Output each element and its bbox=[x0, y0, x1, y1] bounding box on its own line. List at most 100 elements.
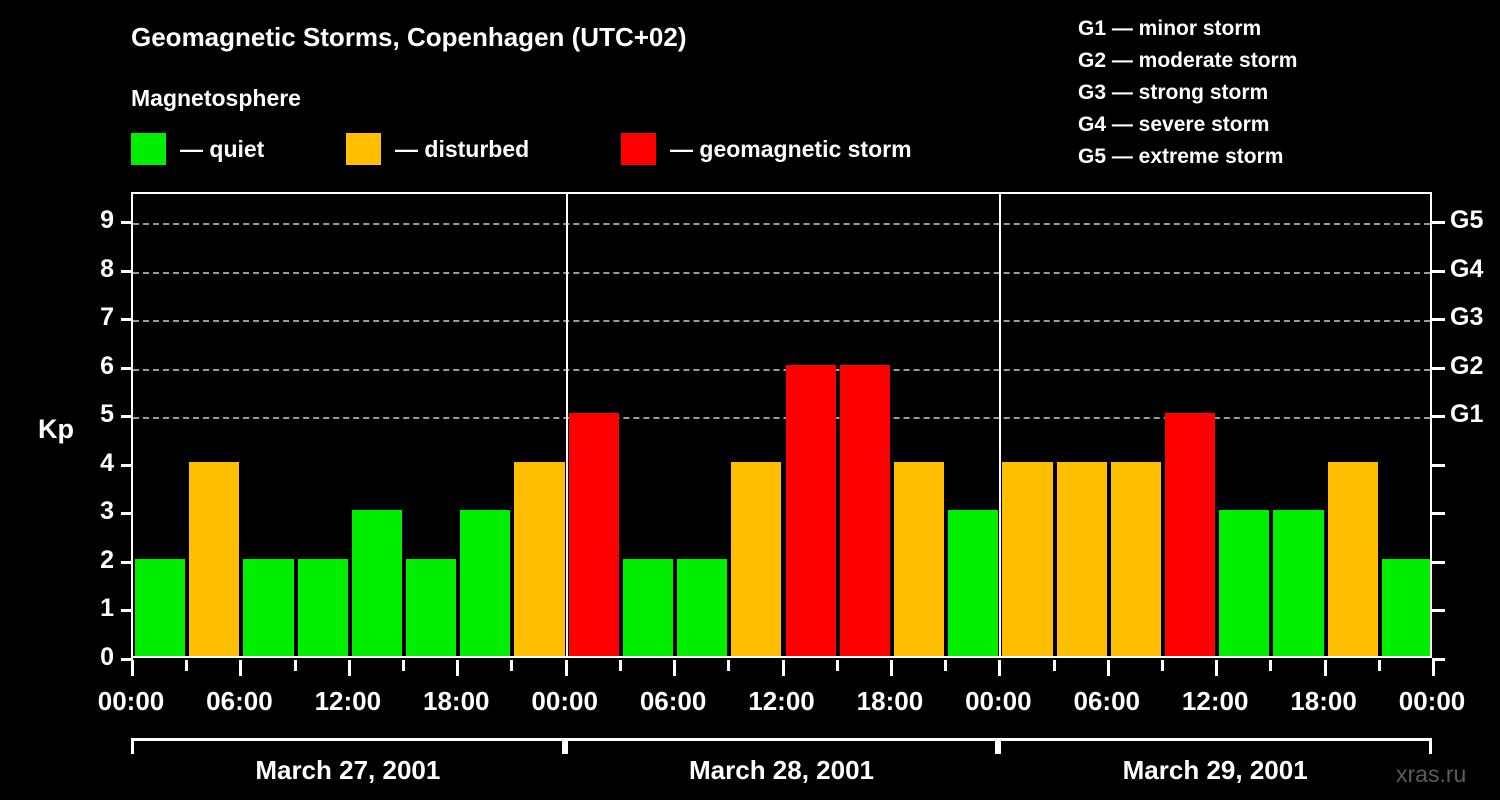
x-tick-label: 18:00 bbox=[1290, 686, 1357, 716]
g-tick-mark-G5 bbox=[1432, 221, 1445, 225]
x-tick-label: 06:00 bbox=[639, 686, 707, 716]
bar bbox=[731, 461, 782, 656]
legend-swatch-disturbed bbox=[346, 133, 381, 165]
x-tick-mark-major bbox=[1432, 660, 1435, 676]
y-tick-mark-0 bbox=[121, 658, 133, 661]
g-tick-mark-G2 bbox=[1432, 366, 1445, 370]
legend-entry-disturbed: — disturbed bbox=[346, 132, 529, 166]
g-legend-row-1: G1 — minor storm bbox=[1078, 17, 1262, 40]
x-tick-mark-minor bbox=[1269, 660, 1273, 671]
bar bbox=[785, 364, 836, 656]
x-tick-mark-minor bbox=[835, 660, 839, 671]
y-tick-mark-1 bbox=[121, 609, 133, 613]
day-divider bbox=[999, 194, 1002, 656]
y-tick-label-8: 8 bbox=[100, 254, 114, 283]
bar bbox=[135, 558, 186, 656]
y-tick-mark-6 bbox=[121, 366, 133, 370]
x-tick-mark-major bbox=[347, 660, 351, 676]
g-legend-row-3: G3 — strong storm bbox=[1078, 81, 1269, 104]
x-tick-mark-minor bbox=[618, 660, 622, 671]
watermark: xras.ru bbox=[1396, 761, 1467, 787]
gridline-kp-8 bbox=[133, 271, 1430, 274]
x-tick-mark-minor bbox=[402, 660, 406, 671]
bar bbox=[622, 558, 674, 656]
right-minor-tick-0 bbox=[1432, 658, 1445, 661]
x-tick-label: 00:00 bbox=[531, 686, 598, 716]
g-axis-label-G2: G2 bbox=[1450, 351, 1484, 380]
bar bbox=[1273, 510, 1324, 656]
right-minor-tick-4 bbox=[1432, 463, 1445, 467]
x-tick-label: 06:00 bbox=[1073, 686, 1141, 716]
x-tick-mark-major bbox=[1106, 660, 1110, 676]
legend-entry-geomagnetic-storm: — geomagnetic storm bbox=[621, 132, 912, 166]
y-tick-label-3: 3 bbox=[100, 497, 114, 526]
g-axis-label-G1: G1 bbox=[1450, 400, 1484, 429]
bar bbox=[351, 510, 403, 656]
g-axis-label-G3: G3 bbox=[1450, 303, 1484, 332]
y-tick-label-0: 0 bbox=[100, 643, 114, 671]
y-axis-label: Kp bbox=[38, 414, 74, 444]
x-tick-label: 18:00 bbox=[856, 686, 924, 716]
right-minor-tick-2 bbox=[1432, 560, 1445, 564]
g-scale-legend: G1 — minor storm G2 — moderate storm G3 — … bbox=[1078, 13, 1297, 173]
bar bbox=[1110, 461, 1161, 656]
x-tick-label: 18:00 bbox=[423, 686, 490, 716]
page-title: Geomagnetic Storms, Copenhagen (UTC+02) bbox=[131, 22, 687, 52]
bar bbox=[893, 461, 945, 656]
y-tick-mark-3 bbox=[121, 512, 133, 516]
g-tick-mark-G3 bbox=[1432, 318, 1445, 322]
x-tick-label: 06:00 bbox=[206, 686, 273, 716]
x-tick-mark-minor bbox=[510, 660, 514, 671]
legend-swatch-geomagnetic-storm bbox=[621, 133, 656, 165]
y-tick-mark-9 bbox=[121, 221, 133, 225]
x-tick-label: 12:00 bbox=[748, 686, 815, 716]
g-tick-mark-G1 bbox=[1432, 415, 1445, 419]
x-tick-label: 12:00 bbox=[1181, 686, 1249, 716]
x-tick-mark-major bbox=[781, 660, 785, 676]
x-tick-label: 00:00 bbox=[1398, 686, 1466, 716]
day-divider bbox=[565, 194, 568, 656]
g-axis-label-G4: G4 bbox=[1450, 254, 1484, 283]
x-tick-mark-major bbox=[673, 660, 677, 676]
y-tick-mark-2 bbox=[121, 560, 133, 564]
bar bbox=[1164, 413, 1216, 656]
y-tick-label-7: 7 bbox=[100, 303, 114, 332]
y-tick-mark-8 bbox=[121, 269, 133, 273]
bar bbox=[243, 558, 294, 656]
bar bbox=[297, 558, 348, 656]
x-tick-mark-major bbox=[239, 660, 243, 676]
x-tick-mark-minor bbox=[293, 660, 297, 671]
g-tick-mark-G4 bbox=[1432, 269, 1445, 273]
x-tick-mark-major bbox=[564, 660, 568, 676]
x-tick-mark-major bbox=[131, 660, 134, 676]
legend-entry-quiet: — quiet bbox=[131, 132, 264, 166]
legend-label-disturbed: — disturbed bbox=[395, 135, 530, 162]
g-axis-label-G5: G5 bbox=[1450, 206, 1484, 235]
right-minor-tick-1 bbox=[1432, 609, 1445, 613]
g-legend-row-5: G5 — extreme storm bbox=[1078, 145, 1284, 168]
bar bbox=[1381, 558, 1430, 656]
x-tick-mark-major bbox=[1323, 660, 1327, 676]
gridline-kp-7 bbox=[133, 320, 1430, 323]
y-tick-label-2: 2 bbox=[100, 545, 114, 574]
date-label: March 27, 2001 bbox=[255, 755, 441, 785]
y-tick-label-6: 6 bbox=[100, 351, 114, 380]
date-bracket bbox=[998, 738, 1432, 754]
x-tick-mark-minor bbox=[944, 660, 948, 671]
bar bbox=[677, 558, 728, 656]
y-tick-label-4: 4 bbox=[100, 448, 114, 477]
x-tick-mark-minor bbox=[1160, 660, 1164, 671]
x-tick-mark-major bbox=[1215, 660, 1219, 676]
x-tick-mark-minor bbox=[1377, 660, 1381, 671]
bar bbox=[189, 461, 240, 656]
x-tick-mark-minor bbox=[727, 660, 731, 671]
bar bbox=[1056, 461, 1107, 656]
y-tick-mark-5 bbox=[121, 415, 133, 419]
bar bbox=[948, 510, 999, 656]
legend-label-quiet: — quiet bbox=[180, 135, 265, 162]
bar bbox=[1219, 510, 1270, 656]
y-tick-mark-7 bbox=[121, 318, 133, 322]
bar bbox=[568, 413, 619, 656]
gridline-kp-6 bbox=[133, 368, 1430, 371]
date-bracket bbox=[131, 738, 565, 754]
